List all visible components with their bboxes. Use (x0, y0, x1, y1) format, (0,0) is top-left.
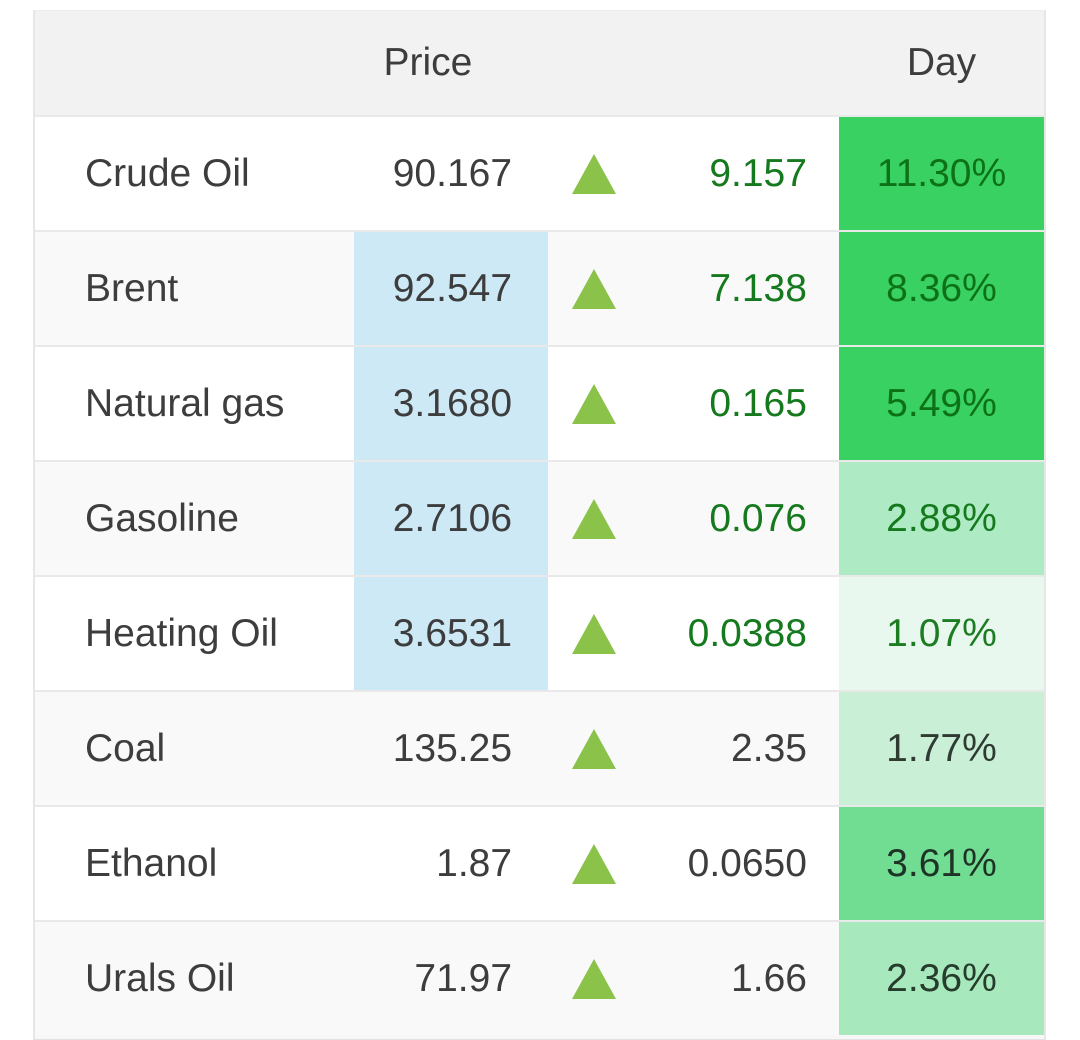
price-column-header[interactable]: Price (383, 41, 473, 84)
commodity-price: 71.97 (414, 956, 513, 1000)
up-triangle-icon (572, 728, 617, 769)
commodity-price: 135.25 (392, 726, 513, 770)
table-header-row: Price Day (35, 11, 1044, 115)
commodity-change: 0.165 (709, 381, 807, 425)
up-triangle-icon (572, 958, 617, 999)
up-triangle-icon (572, 613, 617, 654)
commodity-day-percent: 11.30% (838, 117, 1044, 230)
commodity-change: 2.35 (731, 726, 807, 770)
commodity-day-percent: 2.88% (838, 462, 1044, 575)
commodity-name[interactable]: Gasoline (85, 496, 239, 540)
commodity-name[interactable]: Coal (85, 726, 166, 770)
up-triangle-icon (572, 383, 617, 424)
commodity-price: 1.87 (436, 841, 513, 885)
commodity-day-percent: 1.07% (838, 577, 1044, 690)
commodity-price: 92.547 (353, 232, 549, 345)
commodities-table: Price Day Crude Oil 90.167 9.157 11.30% … (33, 10, 1046, 1040)
commodity-name[interactable]: Natural gas (85, 381, 285, 425)
commodity-price: 3.1680 (353, 347, 549, 460)
up-triangle-icon (572, 268, 617, 309)
commodity-day-percent: 8.36% (838, 232, 1044, 345)
commodity-name[interactable]: Heating Oil (85, 611, 278, 655)
table-row[interactable]: Urals Oil 71.97 1.66 2.36% (35, 920, 1044, 1035)
table-row[interactable]: Brent 92.547 7.138 8.36% (35, 230, 1044, 345)
table-row[interactable]: Natural gas 3.1680 0.165 5.49% (35, 345, 1044, 460)
commodity-price: 3.6531 (353, 577, 549, 690)
commodity-name[interactable]: Crude Oil (85, 151, 250, 195)
commodity-price: 90.167 (392, 151, 513, 195)
commodity-change-cell: 0.076 (548, 462, 839, 575)
commodity-name[interactable]: Brent (85, 266, 179, 310)
commodity-change-cell: 0.0388 (548, 577, 839, 690)
up-triangle-icon (572, 498, 617, 539)
commodity-change: 7.138 (709, 266, 807, 310)
commodity-change-cell: 2.35 (548, 692, 839, 805)
commodity-name[interactable]: Urals Oil (85, 956, 235, 1000)
commodity-change: 9.157 (709, 151, 807, 195)
day-column-header[interactable]: Day (906, 41, 977, 84)
commodity-price: 2.7106 (353, 462, 549, 575)
commodity-day-percent: 1.77% (838, 692, 1044, 805)
commodity-change: 0.0650 (687, 841, 807, 885)
commodity-change-cell: 7.138 (548, 232, 839, 345)
commodity-change-cell: 9.157 (548, 117, 839, 230)
table-row[interactable]: Ethanol 1.87 0.0650 3.61% (35, 805, 1044, 920)
commodity-change-cell: 1.66 (548, 922, 839, 1035)
table-body: Crude Oil 90.167 9.157 11.30% Brent 92.5… (35, 115, 1044, 1035)
up-triangle-icon (572, 153, 617, 194)
commodity-name[interactable]: Ethanol (85, 841, 218, 885)
commodity-day-percent: 3.61% (838, 807, 1044, 920)
commodity-change-cell: 0.165 (548, 347, 839, 460)
commodity-change: 0.076 (709, 496, 807, 540)
commodity-change-cell: 0.0650 (548, 807, 839, 920)
table-row[interactable]: Crude Oil 90.167 9.157 11.30% (35, 115, 1044, 230)
commodity-change: 0.0388 (687, 611, 807, 655)
table-row[interactable]: Heating Oil 3.6531 0.0388 1.07% (35, 575, 1044, 690)
commodity-change: 1.66 (731, 956, 807, 1000)
commodity-day-percent: 2.36% (838, 922, 1044, 1035)
up-triangle-icon (572, 843, 617, 884)
table-row[interactable]: Coal 135.25 2.35 1.77% (35, 690, 1044, 805)
table-row[interactable]: Gasoline 2.7106 0.076 2.88% (35, 460, 1044, 575)
table-bottom-divider (35, 1035, 1044, 1039)
commodity-day-percent: 5.49% (838, 347, 1044, 460)
